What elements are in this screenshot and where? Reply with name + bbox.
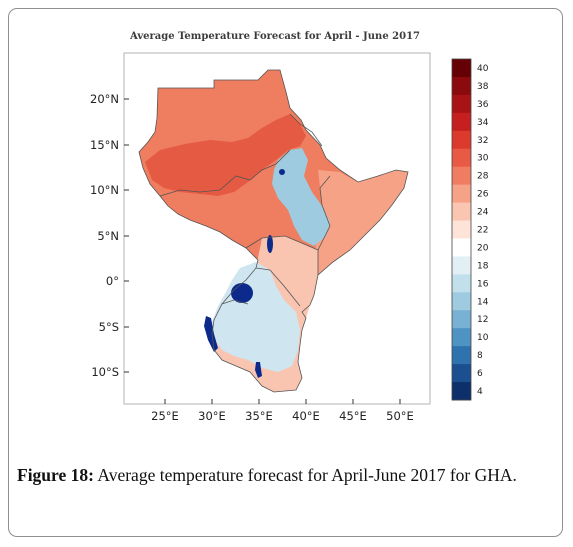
colorbar-label: 12 bbox=[477, 315, 488, 325]
lat-tick-label: 15°N bbox=[90, 138, 119, 152]
colorbar-label: 28 bbox=[477, 172, 489, 182]
colorbar-label: 26 bbox=[477, 190, 489, 200]
lon-tick-label: 25°E bbox=[151, 409, 179, 423]
region-ethiopian-highlands bbox=[272, 148, 330, 246]
colorbar-outline bbox=[451, 58, 472, 401]
colorbar-swatch bbox=[452, 292, 471, 311]
lat-tick-label: 5°N bbox=[97, 229, 119, 243]
lat-tick-label: 10°N bbox=[90, 183, 119, 197]
latitude-axis: 20°N 15°N 10°N 5°N 0° 5°S 10°S bbox=[90, 92, 129, 379]
colorbar-swatch bbox=[452, 364, 471, 383]
colorbar-label: 4 bbox=[477, 387, 483, 397]
colorbar-swatch bbox=[452, 94, 471, 114]
colorbar-label: 8 bbox=[477, 351, 483, 361]
colorbar-swatch bbox=[452, 130, 471, 150]
colorbar-swatch bbox=[452, 274, 471, 293]
lake-tana bbox=[279, 169, 285, 175]
colorbar-label: 40 bbox=[477, 64, 489, 74]
colorbar-label: 6 bbox=[477, 369, 483, 379]
caption-text: Average temperature forecast for April-J… bbox=[93, 465, 517, 485]
longitude-axis: 25°E 30°E 35°E 40°E 45°E 50°E bbox=[151, 399, 414, 423]
colorbar-swatch bbox=[452, 148, 471, 168]
figure-caption: Figure 18: Average temperature forecast … bbox=[17, 463, 554, 488]
colorbar-swatch bbox=[452, 76, 471, 96]
lon-tick-label: 45°E bbox=[339, 409, 367, 423]
colorbar-label: 18 bbox=[477, 261, 489, 271]
lake-tanganyika bbox=[204, 316, 218, 352]
colorbar-label: 20 bbox=[477, 243, 489, 253]
region-hot-core bbox=[145, 114, 306, 196]
caption-label: Figure 18: bbox=[17, 465, 94, 485]
colorbar: 40 38 36 34 32 30 28 26 24 22 20 18 16 14 12 10 8 6 4 bbox=[451, 58, 489, 401]
lat-tick-label: 20°N bbox=[90, 92, 119, 106]
region-horn bbox=[312, 170, 408, 275]
lon-tick-label: 40°E bbox=[292, 409, 320, 423]
lake-turkana bbox=[267, 235, 273, 253]
colorbar-swatch bbox=[452, 112, 471, 132]
colorbar-swatch bbox=[452, 346, 471, 365]
colorbar-swatch bbox=[452, 328, 471, 347]
colorbar-label: 10 bbox=[477, 333, 489, 343]
colorbar-label: 16 bbox=[477, 279, 489, 289]
colorbar-swatch bbox=[452, 256, 471, 275]
colorbar-label: 30 bbox=[477, 154, 489, 164]
lon-tick-label: 30°E bbox=[198, 409, 226, 423]
lat-tick-label: 10°S bbox=[91, 365, 119, 379]
colorbar-label: 38 bbox=[477, 82, 489, 92]
map-title: Average Temperature Forecast for April -… bbox=[129, 31, 420, 42]
colorbar-swatch bbox=[452, 220, 471, 239]
colorbar-swatch bbox=[452, 202, 471, 221]
colorbar-swatch bbox=[452, 238, 471, 257]
colorbar-swatch bbox=[452, 59, 471, 78]
colorbar-label: 32 bbox=[477, 136, 488, 146]
colorbar-label: 34 bbox=[477, 118, 489, 128]
colorbar-label: 14 bbox=[477, 297, 489, 307]
colorbar-label: 22 bbox=[477, 226, 488, 236]
country-borders bbox=[138, 69, 409, 393]
lake-malawi bbox=[255, 362, 262, 378]
colorbar-swatch bbox=[452, 184, 471, 203]
colorbar-swatch bbox=[452, 166, 471, 186]
colorbar-swatch bbox=[452, 310, 471, 329]
lon-tick-label: 50°E bbox=[386, 409, 414, 423]
lat-tick-label: 0° bbox=[106, 274, 119, 288]
colorbar-swatch bbox=[452, 382, 471, 401]
colorbar-label: 36 bbox=[477, 100, 489, 110]
lon-tick-label: 35°E bbox=[245, 409, 273, 423]
lat-tick-label: 5°S bbox=[99, 320, 119, 334]
colorbar-label: 24 bbox=[477, 208, 489, 218]
